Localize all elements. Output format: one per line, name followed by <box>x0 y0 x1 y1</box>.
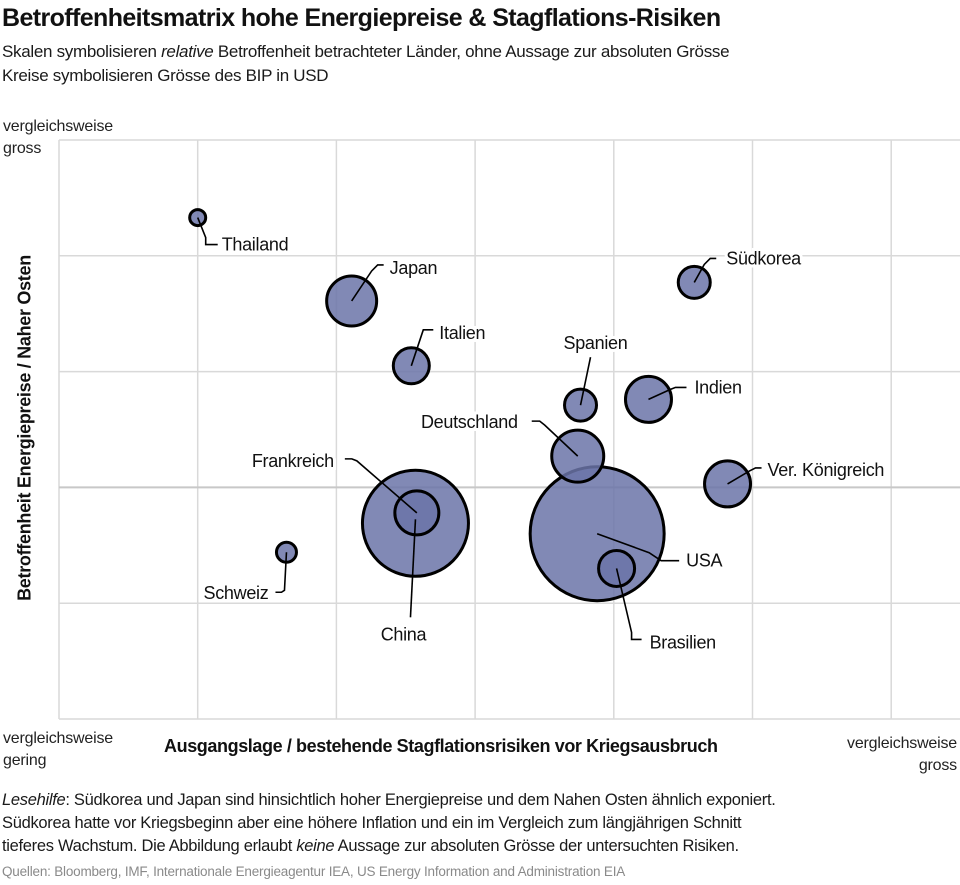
note-line-3-pre: tieferes Wachstum. Die Abbildung erlaubt <box>2 837 297 855</box>
grid <box>58 139 960 720</box>
x-axis-high-line2: gross <box>918 757 957 774</box>
leader-line-schweiz <box>275 552 288 594</box>
note-line-2: Südkorea hatte vor Kriegsbeginn aber ein… <box>2 814 742 832</box>
x-axis-low-line1: vergleichsweise <box>3 730 113 747</box>
x-axis-high-line1: vergleichsweise <box>847 735 957 752</box>
note-line-3: tieferes Wachstum. Die Abbildung erlaubt… <box>2 835 960 858</box>
leader-line-spanien <box>579 357 592 406</box>
label-deutschland: Deutschland <box>421 412 518 432</box>
label-südkorea: Südkorea <box>726 248 802 268</box>
label-spanien: Spanien <box>564 333 628 353</box>
label-italien: Italien <box>439 323 485 343</box>
note-line-3-post: Aussage zur absoluten Grösse der untersu… <box>334 837 739 855</box>
leader-line-china <box>409 519 417 618</box>
label-japan: Japan <box>390 258 438 278</box>
leader-line-thailand <box>196 217 218 246</box>
chart-title: Betroffenheitsmatrix hohe Energiepreise … <box>2 4 721 32</box>
x-axis-low-label: vergleichsweise gering <box>3 728 113 772</box>
note-line-3-italic: keine <box>296 837 335 855</box>
leader-line-italien <box>410 329 434 367</box>
chart-subtitle-1: Skalen symbolisieren relative Betroffenh… <box>2 42 730 62</box>
label-usa: USA <box>686 551 722 571</box>
x-axis-low-line2: gering <box>3 752 47 769</box>
subtitle-1-pre: Skalen symbolisieren <box>2 42 162 61</box>
label-brasilien: Brasilien <box>650 632 716 652</box>
leader-line-japan <box>350 264 384 302</box>
leader-line-brasilien <box>615 568 642 641</box>
label-indien: Indien <box>694 377 741 397</box>
y-axis-high-line2: gross <box>3 140 42 157</box>
leader-line-indien <box>648 386 687 401</box>
leader-line-deutschland <box>531 420 579 457</box>
note-line-1-italic: Lesehilfe <box>2 791 66 809</box>
reading-aid-note: Lesehilfe: Südkorea und Japan sind hinsi… <box>2 789 960 858</box>
source-note: Quellen: Bloomberg, IMF, Internationale … <box>2 864 626 879</box>
y-axis-high-label: vergleichsweise gross <box>3 116 113 160</box>
label-frankreich: Frankreich <box>252 451 334 471</box>
x-axis-high-label: vergleichsweise gross <box>847 733 957 777</box>
y-axis-high-line1: vergleichsweise <box>3 118 113 135</box>
leader-line-frankreich <box>344 458 418 514</box>
leader-line-ver-königreich <box>727 467 762 485</box>
bubble-labels: Thailand Japan Italien Südkorea Spanien Indie… <box>196 217 887 655</box>
label-thailand: Thailand <box>222 235 289 255</box>
subtitle-1-italic: relative <box>161 42 214 61</box>
leader-line-südkorea <box>693 257 717 283</box>
label-ver-königreich: Ver. Königreich <box>768 460 885 480</box>
note-line-1-rest: : Südkorea und Japan sind hinsichtlich h… <box>65 791 776 809</box>
x-axis-title: Ausgangslage / bestehende Stagflationsri… <box>164 736 718 756</box>
label-schweiz: Schweiz <box>204 583 269 603</box>
bubbles <box>188 208 753 603</box>
leader-line-usa <box>596 532 680 562</box>
note-line-1: Lesehilfe: Südkorea und Japan sind hinsi… <box>2 789 960 812</box>
y-axis-title: Betroffenheit Energiepreise / Naher Oste… <box>14 255 35 601</box>
label-china: China <box>381 624 428 644</box>
subtitle-1-post: Betroffenheit betrachteter Länder, ohne … <box>213 42 730 61</box>
chart-subtitle-2: Kreise symbolisieren Grösse des BIP in U… <box>2 66 329 85</box>
